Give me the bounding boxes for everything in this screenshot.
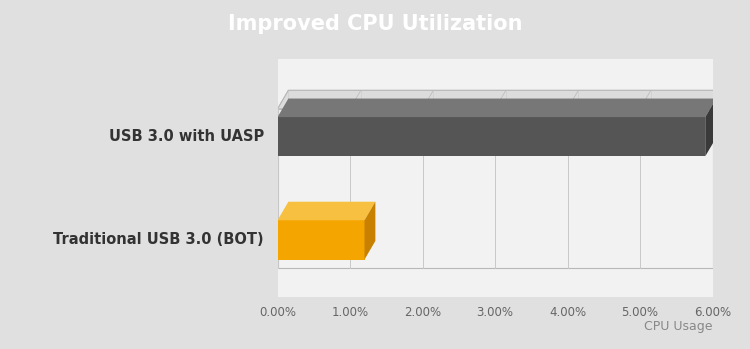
- Text: Traditional USB 3.0 (BOT): Traditional USB 3.0 (BOT): [53, 232, 264, 247]
- Text: Improved CPU Utilization: Improved CPU Utilization: [228, 14, 522, 35]
- Polygon shape: [278, 109, 712, 268]
- Text: USB 3.0 with UASP: USB 3.0 with UASP: [109, 129, 264, 144]
- Polygon shape: [278, 98, 716, 117]
- Polygon shape: [705, 98, 716, 156]
- Text: 3.00%: 3.00%: [476, 306, 514, 319]
- Polygon shape: [364, 202, 375, 260]
- Text: 4.00%: 4.00%: [549, 306, 586, 319]
- Text: 5.00%: 5.00%: [622, 306, 658, 319]
- Polygon shape: [712, 90, 723, 268]
- Bar: [278, 117, 705, 156]
- Text: CPU Usage: CPU Usage: [644, 320, 712, 333]
- Polygon shape: [278, 90, 723, 109]
- Polygon shape: [288, 90, 723, 249]
- Text: 6.00%: 6.00%: [694, 306, 731, 319]
- Text: 1.00%: 1.00%: [332, 306, 368, 319]
- Polygon shape: [278, 202, 375, 220]
- Bar: [278, 220, 364, 260]
- Text: 0.00%: 0.00%: [259, 306, 296, 319]
- Text: 2.00%: 2.00%: [404, 306, 441, 319]
